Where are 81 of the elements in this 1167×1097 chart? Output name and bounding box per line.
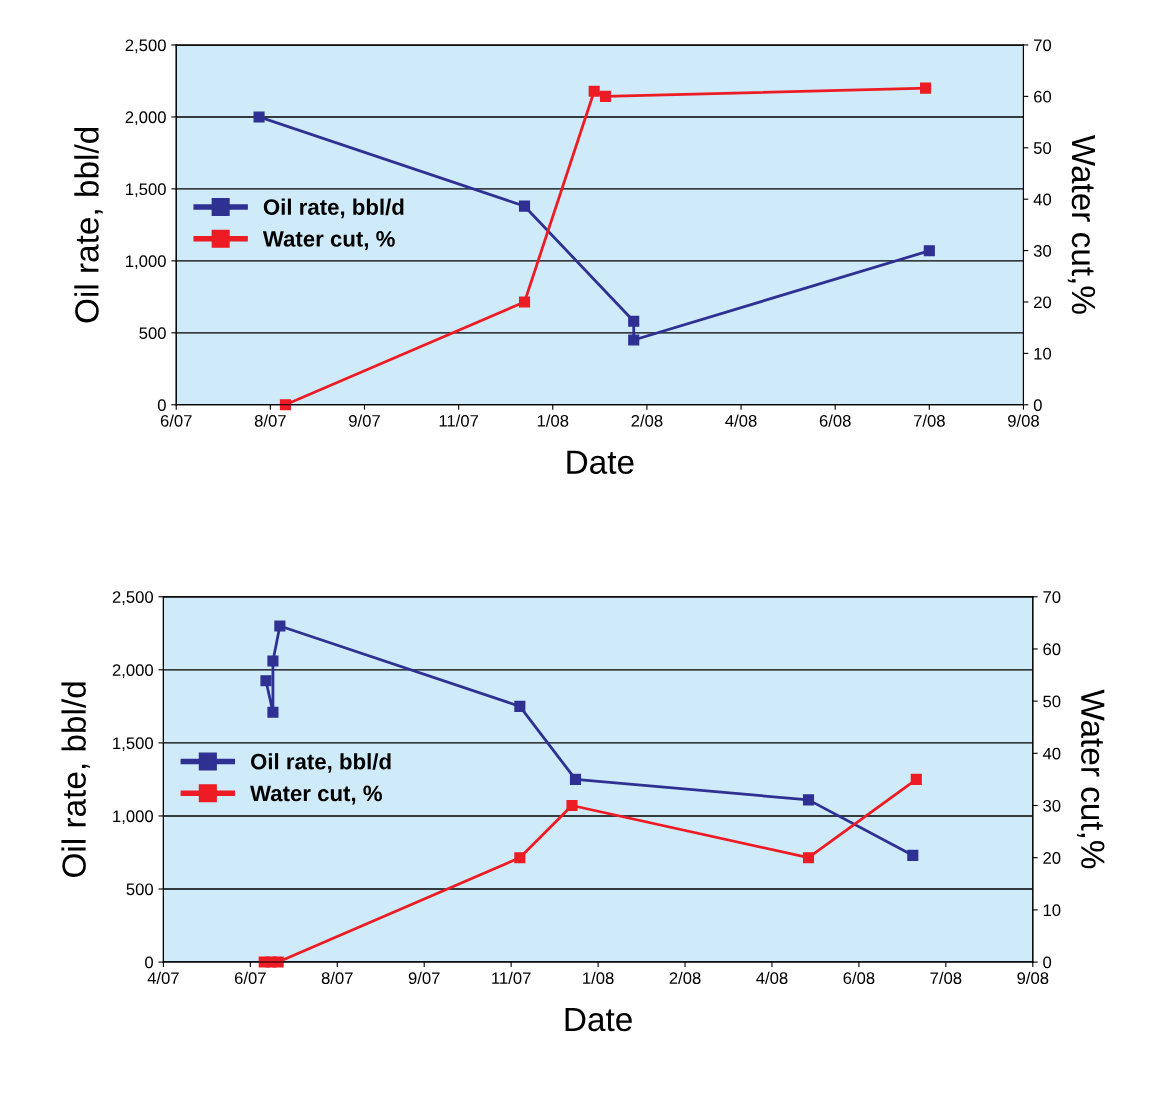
point [518,296,531,308]
y-tick-label: 2,500 [112,591,154,605]
y-tick-label: 2,000 [112,664,154,678]
x-tick-label: 4/07 [147,971,179,985]
y-tick-label: 2,500 [125,39,166,54]
x-tick-label: 9/08 [1008,414,1039,427]
x-tick-label: 7/08 [913,414,945,427]
y-tick-label: 1,500 [113,737,154,752]
x-axis-title: Date [565,1008,632,1032]
point [267,655,279,667]
point [514,700,526,712]
x-tick-label: 9/07 [349,414,380,427]
point [599,90,612,102]
x-tick-label: 6/08 [819,414,851,427]
x-tick-label: 6/07 [234,971,266,985]
y-tick-label: 0 [145,956,154,969]
x-tick-label: 4/08 [725,414,757,427]
y2-tick-label: 60 [1043,643,1061,656]
x-tick-label: 11/07 [492,971,531,985]
point [260,675,272,687]
y2-tick-label: 70 [1043,591,1061,603]
x-tick-label: 6/07 [160,414,192,427]
point [628,334,640,346]
y2-tick-label: 20 [1034,296,1052,309]
point [253,111,265,123]
y-tick-label: 500 [126,883,154,896]
x-tick-label: 4/08 [756,971,788,985]
point [274,620,286,632]
y2-axis-title: Water cut,% [1067,134,1096,314]
y-axis-title: Oil rate, bbl/d [74,127,103,323]
point [802,794,815,806]
y2-tick-label: 40 [1033,193,1052,206]
y2-tick-label: 30 [1043,799,1061,812]
x-axis-title: Date [567,450,634,474]
x-tick-label: 9/07 [408,971,440,985]
y2-axis-title: Water cut,% [1077,689,1105,869]
y-tick-label: 1,000 [113,810,154,825]
point [910,773,922,785]
x-tick-label: 11/07 [439,414,479,427]
y2-tick-label: 10 [1034,347,1052,360]
point [518,200,531,212]
y2-tick-label: 50 [1033,142,1052,154]
point [919,82,932,94]
x-tick-label: 2/08 [631,414,663,427]
x-tick-label: 1/08 [583,971,614,985]
x-tick-label: 1/08 [537,414,569,427]
point [907,849,919,861]
x-tick-label: 7/08 [930,971,962,985]
y2-tick-label: 0 [1043,956,1052,969]
x-tick-label: 9/08 [1017,971,1049,985]
x-tick-label: 8/07 [254,414,286,427]
legend-label: Water cut, % [262,231,395,250]
legend-label: Oil rate, bbl/d [263,198,404,219]
y2-tick-label: 20 [1043,852,1061,864]
y-tick-label: 2,000 [125,111,166,126]
x-tick-label: 8/07 [321,971,353,985]
y2-tick-label: 30 [1033,244,1052,257]
y2-tick-label: 50 [1043,695,1061,708]
y-tick-label: 500 [139,327,166,340]
y-tick-label: 1,000 [126,255,166,270]
y2-tick-label: 60 [1034,90,1052,103]
legend-label: Oil rate, bbl/d [250,753,391,773]
legend-label: Water cut, % [250,785,382,805]
point [514,852,526,864]
point [802,852,815,864]
point [923,245,935,257]
y2-tick-label: 0 [1033,399,1042,411]
y-tick-label: 1,500 [126,183,166,198]
x-tick-label: 6/08 [843,971,875,985]
point [279,399,291,411]
y-tick-label: 0 [157,399,166,411]
point [569,773,582,785]
point [267,706,279,718]
y-axis-title: Oil rate, bbl/d [61,682,90,877]
point [588,85,600,97]
x-tick-label: 2/08 [669,971,701,985]
point [628,315,640,327]
y2-tick-label: 10 [1043,904,1061,917]
point [566,799,578,812]
y2-tick-label: 40 [1042,747,1061,760]
y2-tick-label: 70 [1034,39,1052,52]
